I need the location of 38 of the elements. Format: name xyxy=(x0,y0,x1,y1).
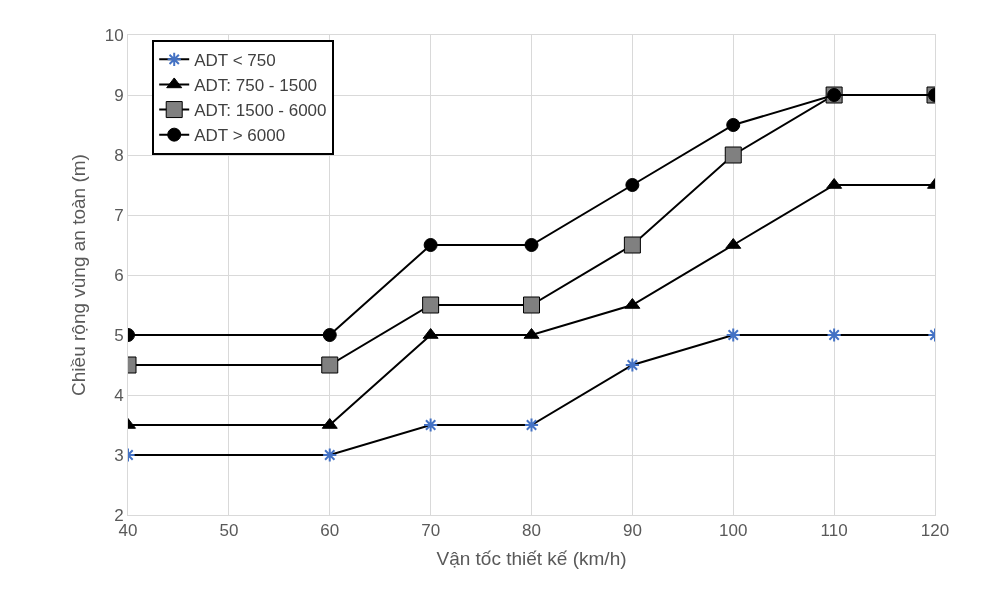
point xyxy=(523,296,540,314)
point xyxy=(625,178,640,192)
point xyxy=(321,356,339,374)
y-tick-label: 9 xyxy=(114,85,124,105)
legend-label: ADT: 750 - 1500 xyxy=(194,76,318,96)
x-axis-title: Vận tốc thiết kế (km/h) xyxy=(436,548,627,570)
legend-label: ADT < 750 xyxy=(194,50,276,70)
y-tick-label: 6 xyxy=(114,265,124,285)
point xyxy=(423,238,438,252)
point xyxy=(524,238,539,252)
x-tick-label: 60 xyxy=(320,521,340,541)
y-axis-title: Chiều rộng vùng an toàn (m) xyxy=(67,154,89,396)
point xyxy=(322,328,337,342)
legend-label: ADT > 6000 xyxy=(194,126,286,146)
y-tick-label: 7 xyxy=(114,205,124,225)
y-tick-label: 5 xyxy=(114,325,124,345)
point xyxy=(726,118,741,132)
y-tick-label: 10 xyxy=(104,25,124,45)
legend-label: ADT: 1500 - 6000 xyxy=(194,101,327,121)
x-tick-label: 80 xyxy=(522,521,541,541)
point xyxy=(322,447,338,463)
point xyxy=(725,327,741,343)
point xyxy=(523,417,540,433)
point xyxy=(423,417,439,433)
point xyxy=(623,236,641,254)
x-tick-label: 100 xyxy=(719,521,748,541)
y-tick-label: 3 xyxy=(114,445,124,465)
x-tick-label: 110 xyxy=(820,521,848,541)
y-tick-label: 4 xyxy=(114,385,124,405)
x-tick-label: 50 xyxy=(219,521,239,541)
point xyxy=(826,327,842,343)
point xyxy=(624,357,640,373)
x-tick-label: 70 xyxy=(421,521,441,541)
x-tick-label: 120 xyxy=(920,521,950,541)
point xyxy=(422,296,440,314)
point xyxy=(724,146,742,164)
y-tick-label: 8 xyxy=(114,145,124,165)
x-tick-label: 90 xyxy=(622,521,642,541)
